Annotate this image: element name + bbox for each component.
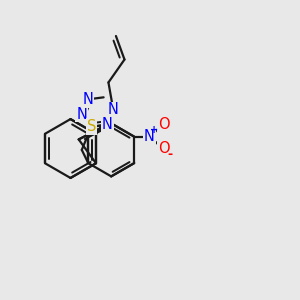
Text: -: - bbox=[167, 148, 173, 161]
Text: N: N bbox=[82, 92, 93, 107]
Text: O: O bbox=[158, 117, 170, 132]
Text: S: S bbox=[87, 119, 96, 134]
Text: +: + bbox=[150, 125, 158, 135]
Text: N: N bbox=[108, 103, 119, 118]
Text: O: O bbox=[158, 142, 170, 157]
Text: N: N bbox=[144, 129, 155, 144]
Text: N: N bbox=[76, 106, 87, 122]
Text: N: N bbox=[102, 117, 112, 132]
